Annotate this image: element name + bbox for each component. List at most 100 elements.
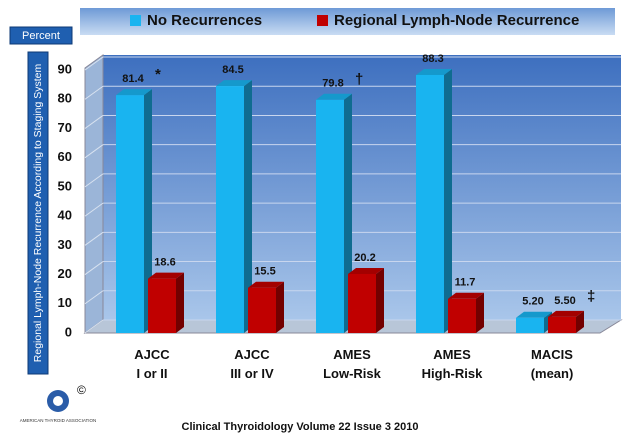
annotation: † <box>355 71 363 88</box>
bar-top <box>516 311 552 318</box>
x-tick-label: AMES High-Risk <box>422 347 483 381</box>
bar-side <box>244 80 252 333</box>
bar-side <box>444 68 452 334</box>
y-tick-label: 30 <box>58 237 72 252</box>
grid-line-side <box>84 115 104 129</box>
bar-top <box>148 272 184 279</box>
bar-group <box>516 311 552 333</box>
y-tick-label: 50 <box>58 178 72 193</box>
value-label: 79.8 <box>322 78 343 90</box>
x-tick-line: III or IV <box>230 366 274 381</box>
value-label: 15.5 <box>254 266 275 278</box>
value-label: 18.6 <box>154 257 175 269</box>
bar-top <box>316 93 352 100</box>
y-tick-label: 0 <box>65 324 72 339</box>
bar-side <box>276 281 284 333</box>
bar <box>316 99 344 333</box>
grid-line-side <box>84 319 104 334</box>
annotation: ‡ <box>587 288 595 305</box>
value-label: 84.5 <box>222 64 243 76</box>
grid-line-side <box>84 290 104 305</box>
bar-group <box>116 89 152 334</box>
bar-top <box>248 281 284 288</box>
bar <box>216 86 244 333</box>
bar-group <box>348 267 384 333</box>
legend-label: No Recurrences <box>147 12 262 29</box>
bar <box>148 278 176 333</box>
grid-line-side <box>84 231 104 246</box>
grid-line-side <box>84 56 104 71</box>
x-tick-label: AJCC III or IV <box>230 347 274 381</box>
grid-line-side <box>84 261 104 275</box>
bar <box>248 287 276 333</box>
x-tick-line: MACIS <box>531 347 573 362</box>
bar-side <box>476 292 484 333</box>
bar-side <box>576 310 584 333</box>
y-tick-label: 80 <box>58 91 72 106</box>
bar-group <box>316 93 352 333</box>
legend-box <box>80 8 615 35</box>
x-tick-label: MACIS (mean) <box>531 347 574 381</box>
annotation: * <box>155 66 161 83</box>
y-tick-label: 40 <box>58 208 72 223</box>
bar <box>416 74 444 334</box>
x-tick-line: High-Risk <box>422 366 483 381</box>
bar-side <box>144 89 152 334</box>
x-tick-line: AJCC <box>134 347 170 362</box>
value-label: 5.20 <box>522 296 543 308</box>
bar <box>516 317 544 333</box>
x-tick-line: AJCC <box>234 347 270 362</box>
logo-text: AMERICAN THYROID ASSOCIATION <box>20 418 97 423</box>
x-tick-line: (mean) <box>531 366 574 381</box>
value-label: 5.50 <box>554 295 575 307</box>
value-label: 20.2 <box>354 252 375 264</box>
bar-group <box>248 281 284 333</box>
y-axis-label: Regional Lymph-Node Recurrence According… <box>32 64 44 363</box>
ylabel-box <box>27 51 49 375</box>
legend-label: Regional Lymph-Node Recurrence <box>334 12 579 29</box>
y-tick-label: 70 <box>58 120 72 135</box>
bar-top <box>116 89 152 96</box>
bar-top <box>448 292 484 299</box>
value-label: 88.3 <box>422 53 443 65</box>
legend-swatch <box>317 15 328 26</box>
x-tick-label: AJCC I or II <box>134 347 170 381</box>
y-tick-label: 90 <box>58 61 72 76</box>
grid-line-side <box>84 85 104 100</box>
grid-line-side <box>84 144 104 159</box>
unit-box <box>9 26 73 45</box>
bar-top <box>216 80 252 87</box>
bar-group <box>416 68 452 334</box>
bar <box>348 273 376 333</box>
bar-group <box>448 292 484 333</box>
bar <box>448 298 476 333</box>
bar <box>116 95 144 334</box>
bar-group <box>216 80 252 333</box>
unit-label: Percent <box>22 30 60 42</box>
x-tick-line: AMES <box>433 347 471 362</box>
bar-top <box>548 310 584 317</box>
grid-line-side <box>84 173 104 188</box>
legend-swatch <box>130 15 141 26</box>
bar-group <box>148 272 184 333</box>
value-label: 11.7 <box>455 277 476 289</box>
y-tick-label: 60 <box>58 149 72 164</box>
x-tick-label: AMES Low-Risk <box>323 347 382 381</box>
x-tick-line: I or II <box>136 366 167 381</box>
grid-line-side <box>84 202 104 217</box>
bar-group <box>548 310 584 333</box>
bar-side <box>176 272 184 333</box>
bar-top <box>348 267 384 274</box>
bar-top <box>416 68 452 75</box>
x-tick-line: AMES <box>333 347 371 362</box>
y-tick-label: 20 <box>58 266 72 281</box>
logo-mark: © <box>77 383 86 397</box>
value-label: 81.4 <box>122 73 144 85</box>
bar <box>548 316 576 333</box>
footer: Clinical Thyroidology Volume 22 Issue 3 … <box>182 421 419 433</box>
y-tick-label: 10 <box>58 295 72 310</box>
logo-icon-inner <box>53 396 63 406</box>
x-tick-line: Low-Risk <box>323 366 382 381</box>
bar-side <box>376 267 384 333</box>
